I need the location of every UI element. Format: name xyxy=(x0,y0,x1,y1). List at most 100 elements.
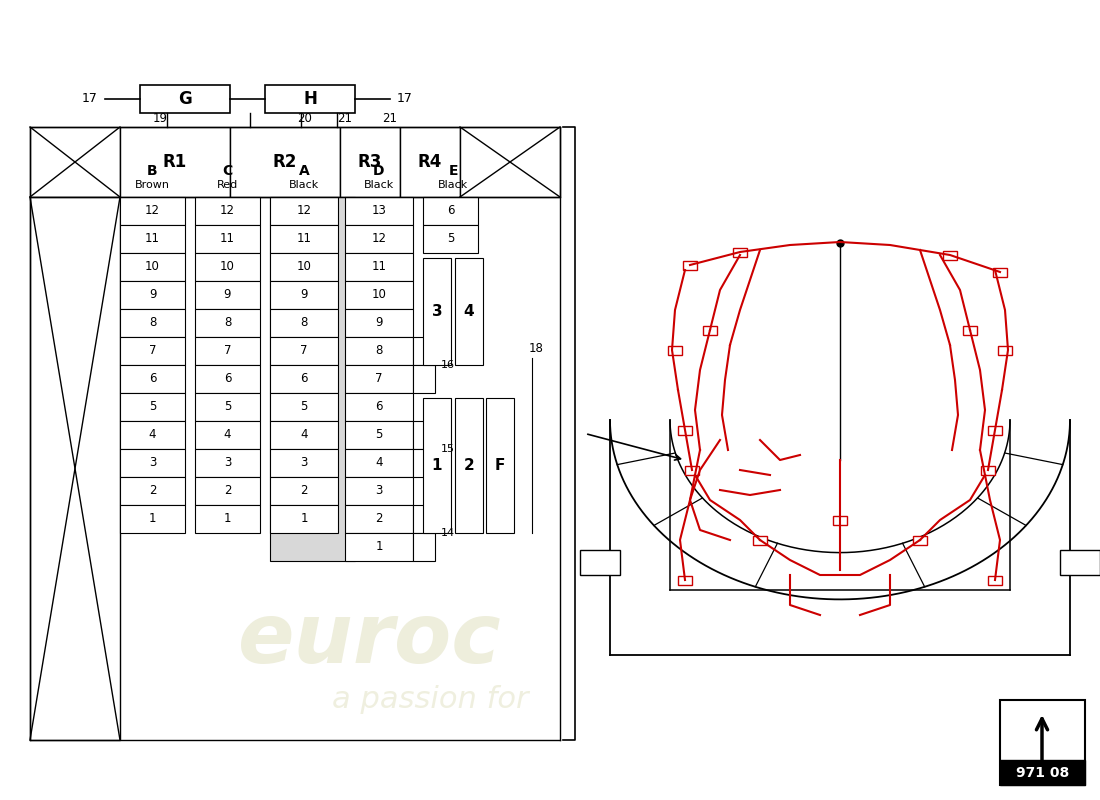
Bar xyxy=(455,398,483,533)
Text: 4: 4 xyxy=(464,304,474,319)
Bar xyxy=(424,258,451,365)
Bar xyxy=(345,505,412,533)
Bar xyxy=(195,309,260,337)
Bar xyxy=(754,536,767,545)
Text: D: D xyxy=(373,164,385,178)
Bar xyxy=(345,281,412,309)
Bar xyxy=(195,505,260,533)
Text: H: H xyxy=(304,90,317,108)
Bar xyxy=(270,197,338,225)
Bar xyxy=(120,505,185,533)
Bar xyxy=(195,225,260,253)
Bar xyxy=(120,127,230,197)
Text: 12: 12 xyxy=(372,233,386,246)
Bar xyxy=(120,225,185,253)
Text: C: C xyxy=(222,164,232,178)
Bar xyxy=(424,398,451,533)
Text: 2: 2 xyxy=(300,485,308,498)
Text: 10: 10 xyxy=(372,289,386,302)
Bar xyxy=(270,365,338,393)
Bar xyxy=(412,421,434,449)
Bar xyxy=(195,477,260,505)
Bar xyxy=(400,127,460,197)
Text: 4: 4 xyxy=(223,429,231,442)
Text: 6: 6 xyxy=(300,373,308,386)
Text: 1: 1 xyxy=(431,458,442,473)
Text: 16: 16 xyxy=(441,360,455,370)
Text: 1: 1 xyxy=(223,513,231,526)
Text: 9: 9 xyxy=(148,289,156,302)
Text: 2: 2 xyxy=(223,485,231,498)
Text: 5: 5 xyxy=(447,233,454,246)
Text: 15: 15 xyxy=(441,444,455,454)
Text: 1: 1 xyxy=(300,513,308,526)
Text: 3: 3 xyxy=(375,485,383,498)
Text: 9: 9 xyxy=(300,289,308,302)
Text: 21: 21 xyxy=(338,113,352,126)
Bar xyxy=(140,85,230,113)
Bar xyxy=(120,309,185,337)
Bar xyxy=(270,225,338,253)
Bar xyxy=(195,393,260,421)
Bar xyxy=(270,281,338,309)
Text: 14: 14 xyxy=(441,528,455,538)
Text: 2: 2 xyxy=(463,458,474,473)
Text: 11: 11 xyxy=(372,261,386,274)
Bar xyxy=(195,449,260,477)
Text: 10: 10 xyxy=(220,261,235,274)
Bar xyxy=(424,197,478,225)
Text: Red: Red xyxy=(217,180,238,190)
Bar xyxy=(345,309,412,337)
Bar xyxy=(455,258,483,365)
Text: 7: 7 xyxy=(300,345,308,358)
Bar xyxy=(412,533,434,561)
Bar xyxy=(685,466,698,475)
Bar xyxy=(424,225,478,253)
Text: 5: 5 xyxy=(148,401,156,414)
Bar xyxy=(120,393,185,421)
Bar xyxy=(270,197,355,561)
Text: 5: 5 xyxy=(223,401,231,414)
Text: 8: 8 xyxy=(223,317,231,330)
Bar xyxy=(265,85,355,113)
Bar xyxy=(345,197,412,225)
Text: 971 08: 971 08 xyxy=(1016,766,1069,780)
Text: 21: 21 xyxy=(383,113,397,126)
Text: 1: 1 xyxy=(148,513,156,526)
Text: 5: 5 xyxy=(300,401,308,414)
Text: 7: 7 xyxy=(375,373,383,386)
Text: Brown: Brown xyxy=(135,180,170,190)
Bar xyxy=(678,426,692,435)
Text: 12: 12 xyxy=(297,205,311,218)
Text: 12: 12 xyxy=(145,205,160,218)
Text: 3: 3 xyxy=(300,457,308,470)
Text: 6: 6 xyxy=(148,373,156,386)
Bar xyxy=(943,251,957,260)
Text: 17: 17 xyxy=(82,93,98,106)
Bar xyxy=(195,365,260,393)
Bar xyxy=(345,365,412,393)
Text: 4: 4 xyxy=(375,457,383,470)
Bar xyxy=(345,449,412,477)
Text: 11: 11 xyxy=(297,233,311,246)
Text: 1: 1 xyxy=(375,541,383,554)
Bar xyxy=(230,127,340,197)
Text: 7: 7 xyxy=(223,345,231,358)
Bar xyxy=(270,477,338,505)
Bar xyxy=(120,197,185,225)
Bar xyxy=(195,197,260,225)
Bar xyxy=(412,505,434,533)
Bar xyxy=(345,393,412,421)
Bar xyxy=(120,477,185,505)
Bar xyxy=(195,337,260,365)
Text: 9: 9 xyxy=(375,317,383,330)
Bar xyxy=(981,466,996,475)
Text: 12: 12 xyxy=(220,205,235,218)
Bar xyxy=(120,337,185,365)
Bar xyxy=(486,398,514,533)
Text: B: B xyxy=(147,164,157,178)
Text: euroc: euroc xyxy=(239,599,502,681)
Bar xyxy=(270,309,338,337)
Bar xyxy=(733,248,747,257)
Bar xyxy=(345,533,412,561)
